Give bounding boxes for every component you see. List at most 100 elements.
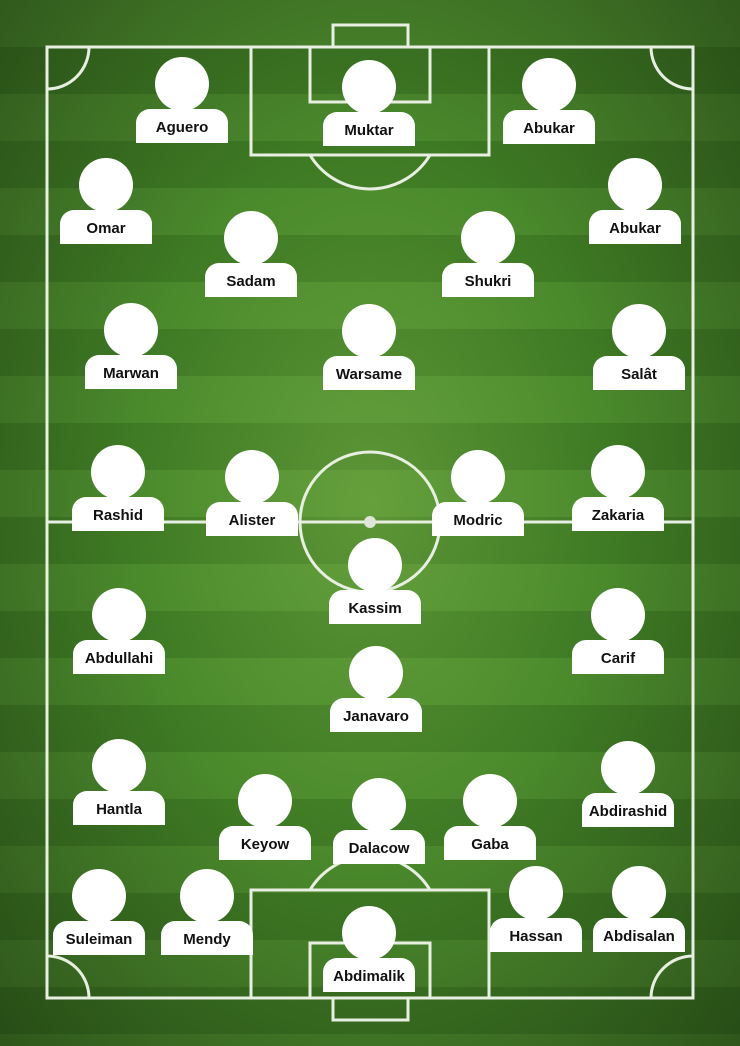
player-card[interactable]: Aguero: [136, 57, 228, 143]
player-avatar: [342, 60, 396, 114]
player-card[interactable]: Abdisalan: [593, 866, 685, 952]
player-card[interactable]: Suleiman: [53, 869, 145, 955]
player-nameplate: Abdirashid: [582, 793, 674, 827]
player-name: Alister: [228, 511, 276, 529]
player-nameplate: Gaba: [444, 826, 536, 860]
player-nameplate: Hantla: [73, 791, 165, 825]
player-nameplate: Janavaro: [330, 698, 422, 732]
player-avatar: [92, 588, 146, 642]
player-avatar: [224, 211, 278, 265]
player-avatar: [463, 774, 517, 828]
player-avatar: [522, 58, 576, 112]
player-name: Dalacow: [348, 839, 410, 857]
player-avatar: [92, 739, 146, 793]
player-avatar: [155, 57, 209, 111]
player-card[interactable]: Zakaria: [572, 445, 664, 531]
player-card[interactable]: Omar: [60, 158, 152, 244]
player-name: Abdimalik: [333, 967, 405, 985]
player-name: Hassan: [509, 927, 563, 945]
player-card[interactable]: Keyow: [219, 774, 311, 860]
player-nameplate: Omar: [60, 210, 152, 244]
player-name: Muktar: [344, 121, 394, 139]
bottom-goal: [331, 996, 410, 1022]
player-card[interactable]: Alister: [206, 450, 298, 536]
player-name: Sadam: [226, 272, 276, 290]
player-name: Gaba: [471, 835, 509, 853]
corner-arc-top-right: [649, 46, 694, 91]
player-card[interactable]: Abdirashid: [582, 741, 674, 827]
player-name: Carif: [600, 649, 636, 667]
player-card[interactable]: Kassim: [329, 538, 421, 624]
player-avatar: [591, 588, 645, 642]
player-card[interactable]: Hantla: [73, 739, 165, 825]
center-spot: [364, 516, 376, 528]
player-nameplate: Abdimalik: [323, 958, 415, 992]
player-nameplate: Abdisalan: [593, 918, 685, 952]
player-nameplate: Marwan: [85, 355, 177, 389]
player-name: Kassim: [348, 599, 402, 617]
player-card[interactable]: Gaba: [444, 774, 536, 860]
player-name: Suleiman: [65, 930, 133, 948]
player-avatar: [608, 158, 662, 212]
player-name: Zakaria: [591, 506, 645, 524]
player-card[interactable]: Marwan: [85, 303, 177, 389]
player-nameplate: Aguero: [136, 109, 228, 143]
player-avatar: [348, 538, 402, 592]
player-avatar: [451, 450, 505, 504]
player-nameplate: Sadam: [205, 263, 297, 297]
player-nameplate: Keyow: [219, 826, 311, 860]
player-card[interactable]: Abdimalik: [323, 906, 415, 992]
player-name: Modric: [453, 511, 503, 529]
player-avatar: [72, 869, 126, 923]
player-avatar: [612, 866, 666, 920]
player-card[interactable]: Carif: [572, 588, 664, 674]
player-avatar: [180, 869, 234, 923]
corner-arc-top-left: [46, 46, 91, 91]
player-avatar: [612, 304, 666, 358]
player-card[interactable]: Abukar: [589, 158, 681, 244]
player-nameplate: Carif: [572, 640, 664, 674]
player-card[interactable]: Warsame: [323, 304, 415, 390]
player-card[interactable]: Rashid: [72, 445, 164, 531]
player-name: Abdullahi: [84, 649, 154, 667]
player-name: Aguero: [155, 118, 209, 136]
player-card[interactable]: Janavaro: [330, 646, 422, 732]
player-nameplate: Abukar: [503, 110, 595, 144]
player-avatar: [591, 445, 645, 499]
corner-arc-bottom-left: [46, 954, 91, 999]
player-card[interactable]: Abukar: [503, 58, 595, 144]
player-avatar: [342, 304, 396, 358]
player-name: Abukar: [609, 219, 661, 237]
player-card[interactable]: Hassan: [490, 866, 582, 952]
player-card[interactable]: Mendy: [161, 869, 253, 955]
player-card[interactable]: Salât: [593, 304, 685, 390]
player-avatar: [342, 906, 396, 960]
player-name: Abdirashid: [588, 802, 668, 820]
player-avatar: [601, 741, 655, 795]
player-nameplate: Zakaria: [572, 497, 664, 531]
player-nameplate: Suleiman: [53, 921, 145, 955]
player-nameplate: Muktar: [323, 112, 415, 146]
player-card[interactable]: Sadam: [205, 211, 297, 297]
player-avatar: [104, 303, 158, 357]
player-nameplate: Alister: [206, 502, 298, 536]
player-card[interactable]: Modric: [432, 450, 524, 536]
player-nameplate: Modric: [432, 502, 524, 536]
player-card[interactable]: Shukri: [442, 211, 534, 297]
player-name: Warsame: [335, 365, 403, 383]
player-avatar: [461, 211, 515, 265]
player-card[interactable]: Muktar: [323, 60, 415, 146]
player-nameplate: Shukri: [442, 263, 534, 297]
player-nameplate: Mendy: [161, 921, 253, 955]
player-avatar: [79, 158, 133, 212]
player-card[interactable]: Dalacow: [333, 778, 425, 864]
player-nameplate: Warsame: [323, 356, 415, 390]
corner-arc-bottom-right: [649, 954, 694, 999]
player-name: Keyow: [240, 835, 290, 853]
player-avatar: [225, 450, 279, 504]
player-avatar: [91, 445, 145, 499]
player-card[interactable]: Abdullahi: [73, 588, 165, 674]
player-name: Abdisalan: [603, 927, 675, 945]
player-name: Abukar: [523, 119, 575, 137]
player-nameplate: Abdullahi: [73, 640, 165, 674]
